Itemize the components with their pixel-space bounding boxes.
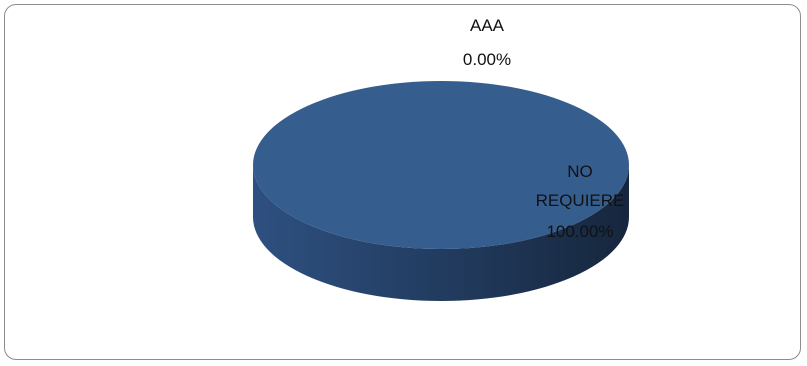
pie-slice-no-requiere <box>253 81 629 249</box>
label-no-requiere-name-line1: NO <box>567 162 593 181</box>
label-no-requiere-percent: 100.00% <box>546 222 614 241</box>
label-no-requiere-name-line2: REQUIERE <box>535 191 625 210</box>
label-aaa-percent: 0.00% <box>462 50 512 69</box>
pie-slice-no-requiere-side <box>253 165 629 301</box>
label-aaa-name: AAA <box>469 16 505 35</box>
